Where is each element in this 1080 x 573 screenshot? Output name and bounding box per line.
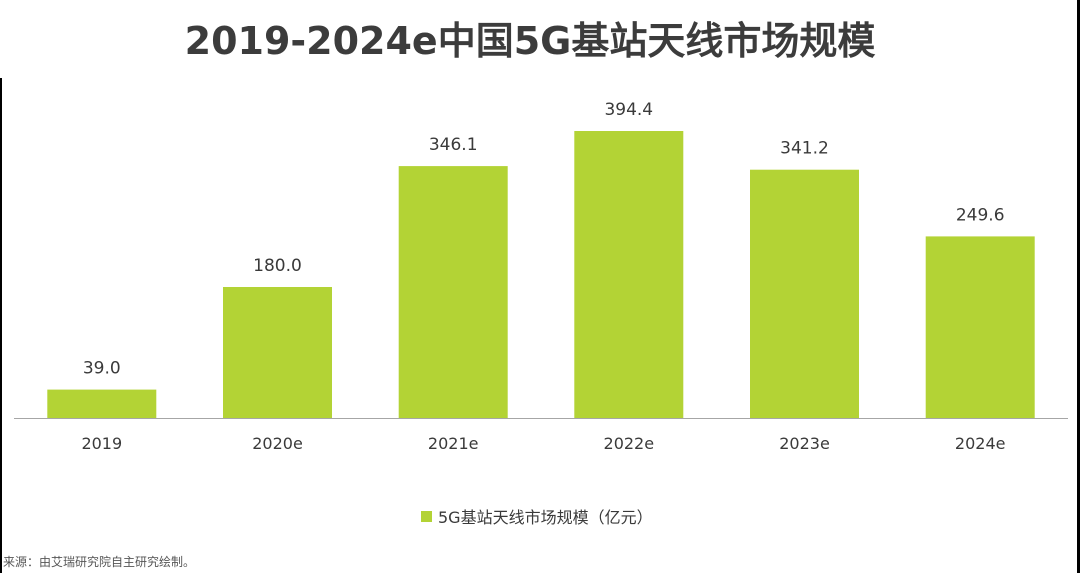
chart-title: 2019-2024e中国5G基站天线市场规模 bbox=[184, 19, 876, 63]
bar-value-label-2019: 39.0 bbox=[83, 359, 121, 379]
bar-2020e bbox=[223, 287, 332, 418]
x-tick-label-2019: 2019 bbox=[81, 434, 122, 453]
x-tick-label-2022e: 2022e bbox=[604, 434, 655, 453]
legend-label: 5G基站天线市场规模（亿元） bbox=[438, 508, 653, 527]
bar-2019 bbox=[47, 389, 157, 418]
legend: 5G基站天线市场规模（亿元） bbox=[421, 504, 653, 528]
x-tick-label-2023e: 2023e bbox=[779, 434, 830, 453]
bar-value-label-2020e: 180.0 bbox=[253, 256, 302, 276]
bar-2023e bbox=[750, 169, 859, 418]
bar-value-label-2023e: 341.2 bbox=[780, 139, 829, 159]
bar-value-label-2021e: 346.1 bbox=[429, 135, 478, 155]
x-tick-label-2021e: 2021e bbox=[428, 434, 479, 453]
right-frame-line bbox=[1077, 0, 1080, 573]
bar-value-label-2022e: 394.4 bbox=[604, 100, 653, 120]
bar-2021e bbox=[398, 166, 508, 418]
bar-2022e bbox=[574, 131, 684, 418]
x-tick-label-2024e: 2024e bbox=[955, 434, 1006, 453]
source-note: 来源：由艾瑞研究院自主研究绘制。 bbox=[3, 555, 196, 569]
bar-value-label-2024e: 249.6 bbox=[956, 205, 1005, 225]
left-frame-line bbox=[0, 78, 2, 573]
x-tick-label-2020e: 2020e bbox=[252, 434, 303, 453]
bar-2024e bbox=[925, 236, 1035, 418]
legend-swatch bbox=[421, 510, 432, 522]
